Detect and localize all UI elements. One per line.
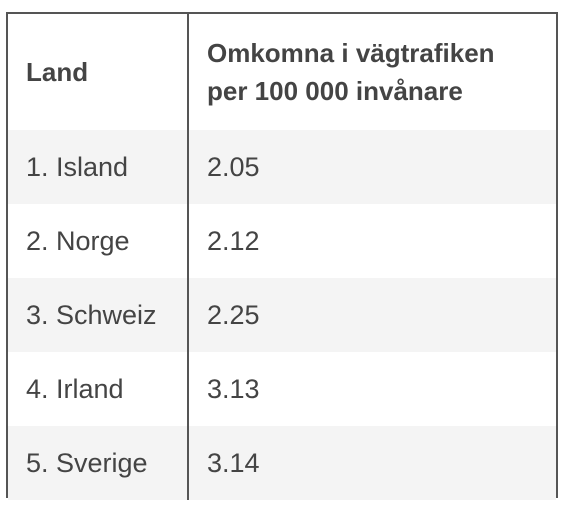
cell-land: 3. Schweiz (8, 278, 189, 352)
table-header: Land Omkomna i vägtrafiken per 100 000 in… (8, 14, 556, 130)
table-row: 2. Norge 2.12 (8, 204, 556, 278)
cell-land: 5. Sverige (8, 426, 189, 500)
cell-value: 2.25 (188, 278, 556, 352)
cell-land: 2. Norge (8, 204, 189, 278)
header-row: Land Omkomna i vägtrafiken per 100 000 in… (8, 14, 556, 130)
cell-land: 1. Island (8, 130, 189, 204)
table-row: 1. Island 2.05 (8, 130, 556, 204)
traffic-deaths-table: Land Omkomna i vägtrafiken per 100 000 in… (6, 12, 558, 500)
header-value: Omkomna i vägtrafiken per 100 000 invånar… (188, 14, 556, 130)
cell-value: 2.05 (188, 130, 556, 204)
table-body: 1. Island 2.05 2. Norge 2.12 3. Schweiz … (8, 130, 556, 500)
header-value-line2: per 100 000 invånare (207, 76, 463, 106)
header-value-line1: Omkomna i vägtrafiken (207, 38, 495, 68)
cell-value: 3.13 (188, 352, 556, 426)
data-table: Land Omkomna i vägtrafiken per 100 000 in… (8, 14, 556, 500)
cell-land: 4. Irland (8, 352, 189, 426)
table-row: 4. Irland 3.13 (8, 352, 556, 426)
table-row: 5. Sverige 3.14 (8, 426, 556, 500)
cell-value: 3.14 (188, 426, 556, 500)
header-land: Land (8, 14, 189, 130)
cell-value: 2.12 (188, 204, 556, 278)
table-row: 3. Schweiz 2.25 (8, 278, 556, 352)
